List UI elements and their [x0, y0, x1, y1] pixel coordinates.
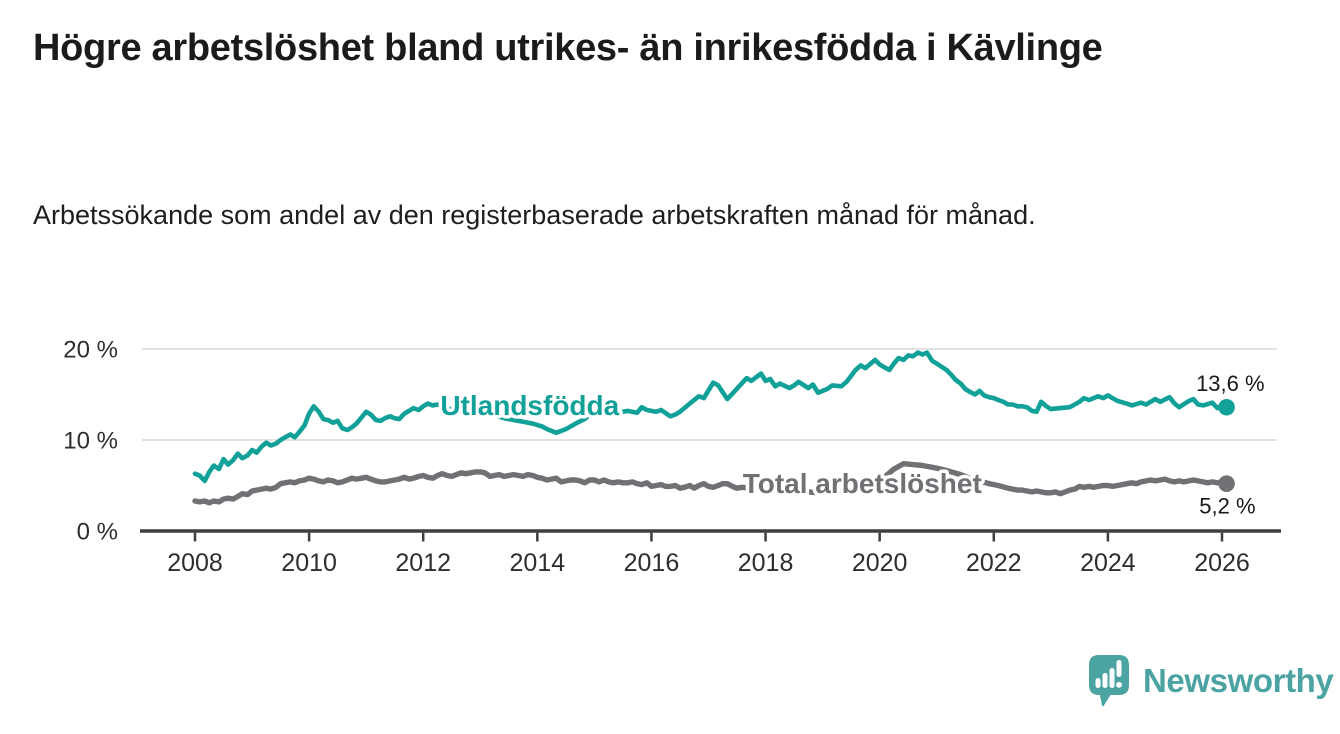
- x-tick-label: 2012: [395, 549, 451, 577]
- series-label-total: Total arbetslöshet: [743, 468, 982, 499]
- y-tick-label: 10 %: [63, 428, 118, 455]
- brand-footer: Newsworthy: [1086, 653, 1334, 709]
- x-tick-label: 2018: [738, 549, 794, 577]
- series-label-utlandsfodda: Utlandsfödda: [440, 390, 619, 421]
- x-tick-label: 2008: [167, 549, 223, 577]
- y-tick-label: 0 %: [77, 519, 118, 546]
- x-tick-label: 2016: [624, 549, 680, 577]
- end-dot-utlandsfodda: [1218, 398, 1235, 416]
- end-dot-total: [1218, 475, 1235, 492]
- x-tick-label: 2026: [1194, 549, 1250, 577]
- y-tick-label: 20 %: [63, 337, 118, 364]
- end-value-label-utlandsfodda: 13,6 %: [1196, 371, 1265, 396]
- newsworthy-logo-icon: [1089, 655, 1129, 707]
- x-tick-label: 2010: [281, 549, 337, 577]
- brand-name: Newsworthy: [1143, 662, 1334, 699]
- x-tick-label: 2014: [510, 549, 566, 577]
- x-tick-label: 2024: [1080, 549, 1136, 577]
- x-tick-label: 2020: [852, 549, 908, 577]
- series-line-utlandsfodda: [192, 350, 1229, 484]
- x-tick-label: 2022: [966, 549, 1022, 577]
- page-title: Högre arbetslöshet bland utrikes- än inr…: [33, 27, 1103, 69]
- series-line-total: [192, 461, 1230, 506]
- page-subtitle: Arbetssökande som andel av den registerb…: [33, 200, 1036, 230]
- end-value-label-total: 5,2 %: [1199, 494, 1255, 519]
